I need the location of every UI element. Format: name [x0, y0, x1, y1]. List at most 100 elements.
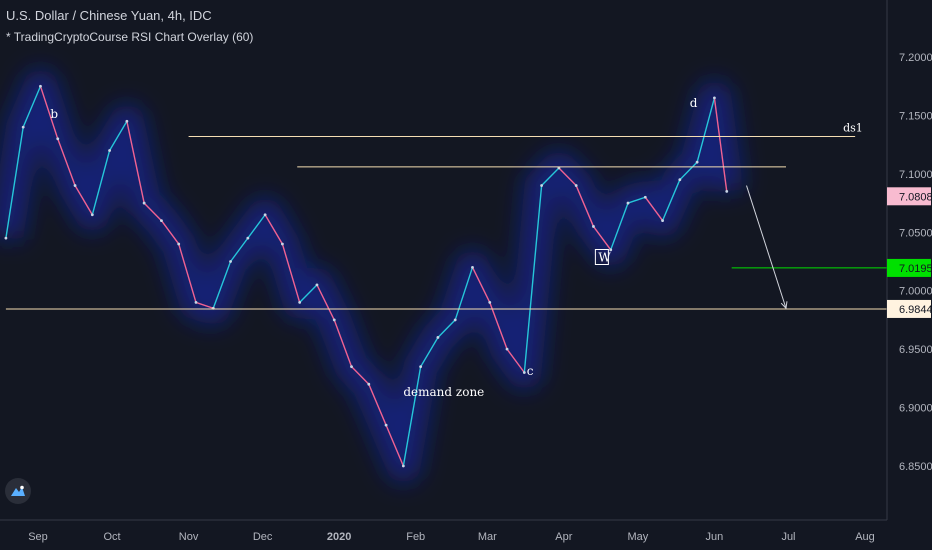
price-point — [505, 347, 509, 351]
price-tag-green — [887, 258, 931, 277]
price-point — [90, 213, 94, 217]
x-tick-label: Apr — [555, 531, 572, 543]
price-segment — [575, 185, 595, 227]
annotation-label: W — [598, 251, 611, 265]
price-segment — [57, 138, 76, 186]
price-segment — [5, 127, 24, 239]
annotation-label: d — [690, 96, 698, 110]
x-tick-label: Mar — [478, 531, 497, 543]
price-segment — [22, 85, 42, 128]
price-segment — [212, 261, 232, 309]
annotation-label: c — [527, 364, 534, 378]
price-point — [725, 189, 729, 193]
price-segment — [39, 85, 59, 140]
price-segment — [437, 319, 456, 338]
price-point — [643, 195, 647, 199]
price-segment — [454, 267, 474, 321]
price-point — [522, 371, 526, 374]
price-point — [332, 318, 336, 322]
price-segment — [299, 284, 318, 303]
price-tag-label: 6.9844 — [899, 304, 932, 316]
price-point — [661, 219, 664, 223]
y-tick-label: 6.9500 — [899, 344, 932, 356]
price-axis: 7.2000 7.1500 7.1000 7.0500 7.0000 6.9500 6.90… — [886, 0, 932, 550]
price-point — [384, 423, 388, 427]
price-segment — [160, 220, 180, 245]
price-point — [401, 464, 405, 468]
price-segment — [471, 267, 491, 303]
x-tick-label: Dec — [253, 531, 273, 543]
y-tick-label: 7.0000 — [899, 286, 932, 298]
price-point — [298, 301, 302, 304]
price-segment — [281, 243, 301, 303]
price-segment — [661, 179, 681, 221]
y-tick-label: 7.1500 — [899, 110, 932, 122]
y-tick-label: 6.8500 — [899, 461, 932, 473]
price-segment — [91, 150, 111, 215]
price-tag-level — [887, 299, 931, 318]
y-tick-label: 7.2000 — [899, 52, 932, 64]
x-tick-label: Jun — [706, 531, 724, 543]
price-segment — [368, 383, 387, 426]
x-tick-label: Oct — [103, 531, 120, 543]
price-point — [350, 365, 353, 369]
price-point — [280, 242, 284, 246]
price-segment — [627, 196, 646, 204]
indicator-label[interactable]: * TradingCryptoCourse RSI Chart Overlay … — [6, 30, 254, 44]
price-point — [626, 201, 630, 205]
price-segment — [592, 226, 612, 251]
price-tag-current — [887, 187, 931, 206]
price-point — [73, 184, 77, 187]
price-segment — [523, 185, 543, 373]
x-tick-label: Feb — [406, 531, 425, 543]
price-segment — [489, 302, 508, 350]
price-segment — [264, 214, 283, 245]
price-segment — [506, 348, 525, 373]
price-segment — [644, 196, 664, 222]
price-point — [713, 96, 716, 100]
price-segment — [143, 202, 162, 222]
x-tick-label: Aug — [855, 531, 875, 543]
price-segment — [402, 366, 422, 467]
projection-arrow — [746, 185, 787, 309]
price-segment — [108, 120, 128, 151]
price-segment — [351, 366, 370, 385]
tradingview-logo-icon[interactable] — [5, 478, 31, 504]
price-segment — [696, 97, 716, 163]
price-point — [56, 137, 60, 141]
price-segment — [195, 301, 214, 309]
price-point — [160, 219, 163, 223]
time-axis-bg — [0, 520, 887, 550]
price-point — [678, 178, 682, 182]
time-axis: Sep Oct Nov Dec 2020 Feb Mar Apr May Jun Jul Aug — [0, 519, 887, 550]
price-point — [367, 382, 371, 386]
annotation-box — [594, 249, 609, 265]
price-segment — [541, 167, 560, 187]
x-tick-label: Jul — [781, 531, 795, 543]
price-point — [39, 84, 42, 88]
price-point — [177, 242, 181, 246]
price-segment — [229, 237, 249, 262]
price-point — [574, 184, 578, 187]
level-label: ds1 — [843, 121, 863, 134]
horizontal-levels — [5, 135, 887, 310]
price-segment — [420, 337, 439, 368]
price-segment — [247, 214, 266, 239]
price-segment — [679, 161, 698, 181]
price-point — [125, 119, 129, 123]
y-tick-label: 7.1000 — [899, 169, 932, 181]
projection-arrow-head — [780, 301, 788, 310]
price-point — [695, 160, 699, 164]
price-point — [21, 125, 25, 129]
price-tag-label: 7.0195 — [899, 263, 932, 275]
price-point — [4, 236, 8, 240]
price-tag-label: 7.0808 — [899, 191, 932, 203]
price-point — [471, 265, 474, 269]
price-point — [453, 318, 457, 322]
price-segment — [178, 243, 197, 303]
price-segment — [74, 185, 93, 216]
price-point — [540, 184, 544, 187]
price-point — [592, 225, 595, 228]
